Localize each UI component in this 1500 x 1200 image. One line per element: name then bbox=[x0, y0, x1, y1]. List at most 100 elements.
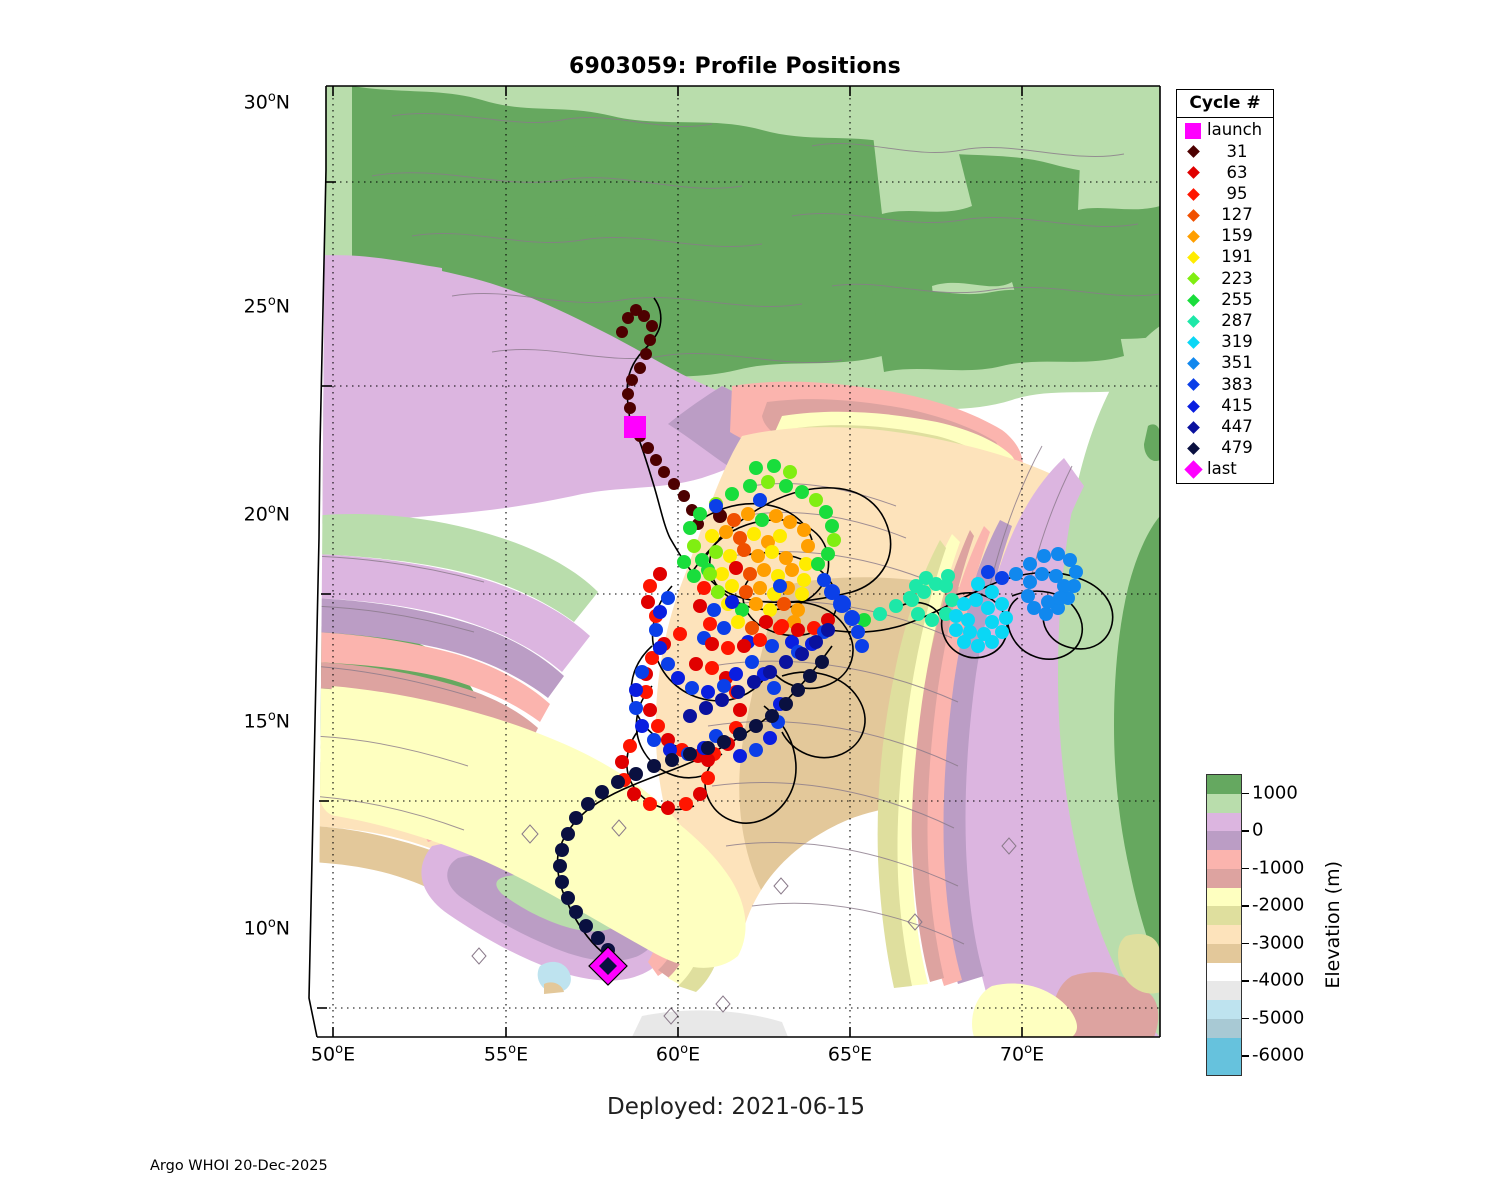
legend-item-31[interactable]: 31 bbox=[1177, 141, 1273, 162]
legend-item-label: 159 bbox=[1221, 226, 1253, 246]
colorbar-band bbox=[1207, 906, 1241, 925]
colorbar-band bbox=[1207, 981, 1241, 1000]
legend-square-marker-icon bbox=[1182, 122, 1204, 139]
legend-item-351[interactable]: 351 bbox=[1177, 353, 1273, 374]
x-tick-70e: 70oE bbox=[999, 1042, 1045, 1066]
page-title: 6903059: Profile Positions bbox=[569, 54, 901, 79]
colorbar-tick-label: 1000 bbox=[1252, 782, 1298, 804]
legend-item-255[interactable]: 255 bbox=[1177, 290, 1273, 311]
legend-item-159[interactable]: 159 bbox=[1177, 226, 1273, 247]
colorbar-tick bbox=[1242, 942, 1249, 945]
colorbar-band bbox=[1207, 812, 1241, 832]
legend-title: Cycle # bbox=[1177, 90, 1273, 118]
map-canvas bbox=[312, 86, 1160, 1037]
y-tick-10n: 10oN bbox=[243, 916, 290, 940]
colorbar-tick-label: 0 bbox=[1252, 819, 1264, 841]
x-tick-65e: 65oE bbox=[827, 1042, 873, 1066]
legend-diamond-marker-icon bbox=[1182, 357, 1204, 371]
colorbar-tick bbox=[1242, 1055, 1249, 1057]
legend-diamond-marker-icon bbox=[1182, 336, 1204, 349]
legend-item-319[interactable]: 319 bbox=[1177, 332, 1273, 353]
colorbar-band bbox=[1207, 1018, 1241, 1038]
legend-diamond-marker-icon bbox=[1182, 230, 1204, 243]
legend-item-383[interactable]: 383 bbox=[1177, 374, 1273, 395]
bathymetry-map bbox=[318, 86, 1160, 1037]
legend-item-label: 383 bbox=[1221, 374, 1253, 394]
legend-item-label: 127 bbox=[1221, 205, 1253, 225]
colorbar-band bbox=[1207, 850, 1241, 869]
legend-item-label: 223 bbox=[1221, 268, 1253, 288]
legend-diamond-large-marker-icon bbox=[1182, 460, 1204, 479]
legend-item-last[interactable]: last bbox=[1177, 459, 1273, 480]
legend-diamond-marker-icon bbox=[1182, 442, 1204, 455]
legend-item-95[interactable]: 95 bbox=[1177, 184, 1273, 205]
legend-item-63[interactable]: 63 bbox=[1177, 162, 1273, 183]
legend-diamond-marker-icon bbox=[1182, 187, 1204, 201]
legend-diamond-marker-icon bbox=[1182, 399, 1204, 413]
legend-item-287[interactable]: 287 bbox=[1177, 311, 1273, 332]
legend-item-launch[interactable]: launch bbox=[1177, 120, 1273, 141]
legend-diamond-marker-icon bbox=[1182, 293, 1204, 307]
x-axis-tick-labels: 50oE 55oE 60oE 65oE 70oE bbox=[200, 1042, 1200, 1082]
legend-item-191[interactable]: 191 bbox=[1177, 247, 1273, 268]
legend-diamond-marker-icon bbox=[1182, 272, 1204, 286]
colorbar-band bbox=[1207, 887, 1241, 907]
legend-item-label: last bbox=[1207, 459, 1237, 479]
legend-item-label: 255 bbox=[1221, 289, 1253, 309]
legend-diamond-marker-icon bbox=[1182, 378, 1204, 392]
colorbar-band bbox=[1207, 1000, 1241, 1019]
colorbar-tick bbox=[1242, 1017, 1249, 1020]
legend-items: launch 31 63 95 127 159 191 223 255 287 319 351 383 4… bbox=[1177, 118, 1273, 483]
colorbar-tick-label: -6000 bbox=[1252, 1044, 1305, 1066]
colorbar-tick-label: -4000 bbox=[1252, 969, 1305, 991]
legend-diamond-marker-icon bbox=[1182, 145, 1204, 159]
legend-item-label: 31 bbox=[1226, 141, 1248, 161]
colorbar-tick-label: -5000 bbox=[1252, 1007, 1305, 1029]
x-tick-50e: 50oE bbox=[310, 1042, 356, 1066]
launch-marker bbox=[624, 416, 646, 438]
colorbar-band bbox=[1207, 775, 1241, 794]
map-plot-area[interactable] bbox=[308, 85, 1161, 1038]
legend-item-415[interactable]: 415 bbox=[1177, 395, 1273, 416]
legend-item-label: 479 bbox=[1221, 438, 1253, 458]
colorbar-band bbox=[1207, 793, 1241, 813]
colorbar-band bbox=[1207, 943, 1241, 963]
colorbar-band bbox=[1207, 1037, 1241, 1075]
legend-item-479[interactable]: 479 bbox=[1177, 438, 1273, 459]
y-tick-15n: 15oN bbox=[243, 709, 290, 733]
colorbar-tick bbox=[1242, 867, 1249, 870]
legend-item-label: 415 bbox=[1221, 395, 1253, 415]
legend-diamond-marker-icon bbox=[1182, 208, 1204, 222]
colorbar-band bbox=[1207, 831, 1241, 850]
legend-diamond-marker-icon bbox=[1182, 166, 1204, 180]
colorbar-tick-label: -2000 bbox=[1252, 894, 1305, 916]
colorbar-band bbox=[1207, 868, 1241, 888]
y-tick-30n: 30oN bbox=[243, 90, 290, 114]
colorbar-tick bbox=[1242, 980, 1249, 982]
credit-text: Argo WHOI 20-Dec-2025 bbox=[150, 1158, 328, 1174]
legend-diamond-marker-icon bbox=[1182, 420, 1204, 434]
legend-item-223[interactable]: 223 bbox=[1177, 268, 1273, 289]
x-tick-60e: 60oE bbox=[655, 1042, 701, 1066]
colorbar-axis-label: Elevation (m) bbox=[1322, 861, 1344, 989]
legend-item-label: 319 bbox=[1221, 332, 1253, 352]
elevation-colorbar[interactable]: 1000 0 -1000 -2000 -3000 -4000 -5000 -6000 bbox=[1206, 774, 1304, 1076]
colorbar-tick-label: -1000 bbox=[1252, 857, 1305, 879]
colorbar-tick bbox=[1242, 792, 1249, 795]
last-marker bbox=[588, 946, 628, 986]
legend-item-label: launch bbox=[1207, 120, 1263, 140]
legend-diamond-marker-icon bbox=[1182, 251, 1204, 265]
legend-item-label: 63 bbox=[1226, 162, 1248, 182]
y-tick-25n: 25oN bbox=[243, 294, 290, 318]
legend-item-127[interactable]: 127 bbox=[1177, 205, 1273, 226]
colorbar-tick bbox=[1242, 905, 1249, 907]
legend-item-label: 95 bbox=[1226, 183, 1248, 203]
legend-item-label: 287 bbox=[1221, 311, 1253, 331]
y-tick-20n: 20oN bbox=[243, 502, 290, 526]
legend-item-label: 191 bbox=[1221, 247, 1253, 267]
legend-item-447[interactable]: 447 bbox=[1177, 417, 1273, 438]
legend-diamond-marker-icon bbox=[1182, 314, 1204, 328]
legend-item-label: 351 bbox=[1221, 353, 1253, 373]
cycle-legend[interactable]: Cycle # launch 31 63 95 127 159 191 223 255 287 31… bbox=[1176, 89, 1274, 485]
